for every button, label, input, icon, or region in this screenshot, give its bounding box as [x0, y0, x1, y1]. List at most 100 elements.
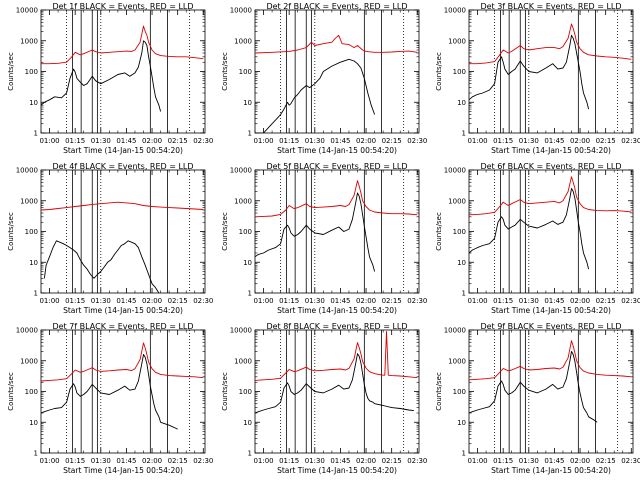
y-tick-label: 10000: [230, 7, 252, 15]
panel-title: Det 1f BLACK = Events, RED = LLD: [52, 2, 193, 11]
y-tick-label: 10000: [16, 167, 38, 175]
y-tick-label: 100: [239, 228, 252, 236]
x-tick-label: 02:15: [596, 137, 616, 145]
x-tick-label: 01:30: [91, 457, 111, 465]
x-tick-label: 01:30: [519, 457, 539, 465]
panel-title: Det 7f BLACK = Events, RED = LLD: [52, 322, 193, 331]
x-axis-label: Start Time (14-Jan-15 00:54:20): [491, 466, 611, 475]
y-tick-label: 100: [25, 228, 38, 236]
y-tick-label: 10: [243, 99, 252, 107]
panel-title: Det 8f BLACK = Events, RED = LLD: [266, 322, 407, 331]
x-tick-label: 02:30: [193, 137, 213, 145]
x-tick-label: 02:00: [570, 457, 590, 465]
y-tick-label: 10000: [444, 167, 466, 175]
lld-line: [469, 176, 632, 216]
y-axis-label: Counts/sec: [221, 372, 229, 411]
panel-6: Det 6f BLACK = Events, RED = LLD 1 10 100 10…: [435, 162, 640, 315]
panel-5: Det 5f BLACK = Events, RED = LLD 1 10 100 10…: [221, 162, 427, 315]
y-tick-label: 1000: [20, 357, 38, 365]
y-tick-label: 1000: [234, 197, 252, 205]
x-tick-label: 02:00: [142, 457, 162, 465]
x-tick-label: 01:30: [305, 297, 325, 305]
x-tick-label: 01:30: [91, 137, 111, 145]
y-tick-label: 10: [29, 99, 38, 107]
y-tick-label: 1000: [448, 357, 466, 365]
x-tick-label: 02:15: [168, 297, 188, 305]
events-line: [41, 40, 162, 112]
y-axis-label: Counts/sec: [435, 52, 443, 91]
vlines: [66, 10, 191, 133]
x-axis-label: Start Time (14-Jan-15 00:54:20): [277, 146, 397, 155]
y-axis-label: Counts/sec: [435, 372, 443, 411]
x-tick-label: 02:15: [382, 297, 402, 305]
plot-frame: [254, 9, 420, 134]
vlines: [66, 170, 191, 293]
x-axis-label: Start Time (14-Jan-15 00:54:20): [63, 306, 183, 315]
series-group: [41, 342, 204, 430]
y-tick-label: 10: [29, 419, 38, 427]
x-tick-label: 02:30: [621, 137, 640, 145]
lld-line: [255, 180, 418, 218]
lld-line: [469, 340, 632, 381]
x-tick-label: 01:00: [39, 137, 59, 145]
x-tick-label: 02:15: [596, 297, 616, 305]
x-tick-label: 01:15: [279, 137, 299, 145]
x-tick-label: 02:30: [621, 297, 640, 305]
x-tick-label: 01:15: [65, 297, 85, 305]
vlines: [494, 10, 619, 133]
x-tick-label: 01:15: [493, 137, 513, 145]
y-tick-label: 100: [453, 228, 466, 236]
plot-frame: [40, 329, 206, 454]
x-tick-label: 01:45: [330, 297, 350, 305]
x-tick-label: 02:15: [596, 457, 616, 465]
x-tick-label: 01:15: [493, 457, 513, 465]
x-tick-label: 02:00: [356, 297, 376, 305]
x-tick-label: 02:30: [407, 457, 427, 465]
x-tick-label: 02:00: [570, 297, 590, 305]
y-tick-label: 1000: [448, 197, 466, 205]
y-tick-label: 1000: [20, 197, 38, 205]
y-tick-label: 1: [462, 130, 466, 138]
y-tick-label: 10: [457, 259, 466, 267]
x-axis-label: Start Time (14-Jan-15 00:54:20): [277, 306, 397, 315]
x-axis-label: Start Time (14-Jan-15 00:54:20): [491, 146, 611, 155]
plot-frame: [254, 169, 420, 294]
plot-frame: [40, 169, 206, 294]
lld-line: [41, 25, 204, 65]
panel-7: Det 7f BLACK = Events, RED = LLD 1 10 100 10…: [7, 322, 213, 475]
x-tick-label: 01:45: [116, 457, 136, 465]
x-tick-label: 01:00: [467, 297, 487, 305]
panel-4: Det 4f BLACK = Events, RED = LLD 1 10 100 10…: [7, 162, 213, 315]
panel-title: Det 3f BLACK = Events, RED = LLD: [480, 2, 621, 11]
y-tick-label: 1: [248, 130, 252, 138]
y-tick-label: 1: [34, 290, 38, 298]
y-tick-label: 10: [457, 99, 466, 107]
x-tick-label: 01:15: [279, 457, 299, 465]
panel-title: Det 5f BLACK = Events, RED = LLD: [266, 162, 407, 171]
x-tick-label: 02:00: [356, 457, 376, 465]
y-tick-label: 100: [25, 388, 38, 396]
y-tick-label: 10: [243, 259, 252, 267]
x-axis-label: Start Time (14-Jan-15 00:54:20): [277, 466, 397, 475]
x-tick-label: 02:30: [193, 297, 213, 305]
x-tick-label: 01:45: [544, 297, 564, 305]
x-tick-label: 02:00: [142, 297, 162, 305]
x-tick-label: 01:30: [519, 297, 539, 305]
x-axis-label: Start Time (14-Jan-15 00:54:20): [63, 146, 183, 155]
x-tick-label: 02:15: [382, 137, 402, 145]
x-tick-label: 02:30: [407, 297, 427, 305]
y-axis-label: Counts/sec: [221, 212, 229, 251]
series-group: [255, 180, 418, 272]
y-tick-label: 1000: [20, 37, 38, 45]
panel-2: Det 2f BLACK = Events, RED = LLD 1 10 100 10…: [221, 2, 427, 155]
y-tick-label: 100: [25, 68, 38, 76]
lld-line: [255, 330, 418, 381]
x-tick-label: 01:30: [519, 137, 539, 145]
y-tick-label: 10000: [444, 327, 466, 335]
x-tick-label: 01:30: [305, 137, 325, 145]
panel-title: Det 6f BLACK = Events, RED = LLD: [480, 162, 621, 171]
x-axis-label: Start Time (14-Jan-15 00:54:20): [63, 466, 183, 475]
panel-1: Det 1f BLACK = Events, RED = LLD 1 10 100 10…: [7, 2, 213, 155]
vlines: [494, 330, 619, 453]
